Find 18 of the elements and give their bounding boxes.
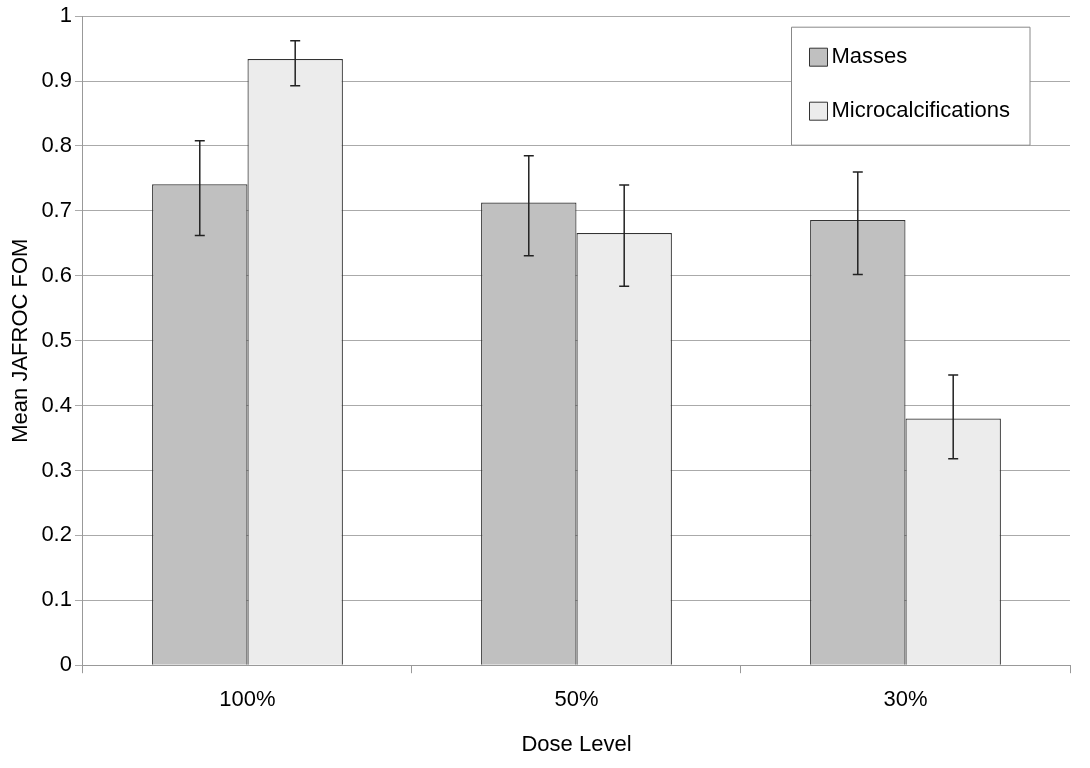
y-tick-label: 0.2	[41, 521, 72, 547]
y-tick-label: 0	[59, 651, 72, 677]
y-axis-title: Mean JAFROC FOM	[7, 238, 33, 443]
y-tick-label: 0.4	[41, 391, 72, 417]
x-tick-label: 50%	[554, 686, 599, 712]
y-tick-label: 0.8	[41, 132, 72, 158]
x-tick-label: 30%	[883, 686, 928, 712]
y-tick-label: 0.6	[41, 261, 72, 287]
y-tick-label: 1	[59, 2, 72, 28]
y-tick-label: 0.9	[41, 67, 72, 93]
x-axis-title: Dose Level	[521, 730, 632, 756]
y-tick-label: 0.5	[41, 326, 72, 352]
y-tick-label: 0.7	[41, 196, 72, 222]
x-tick-label: 100%	[219, 686, 276, 712]
legend-label: Microcalcifications	[831, 97, 1011, 123]
legend-label: Masses	[831, 43, 908, 69]
y-tick-label: 0.3	[41, 456, 72, 482]
y-tick-label: 0.1	[41, 586, 72, 612]
